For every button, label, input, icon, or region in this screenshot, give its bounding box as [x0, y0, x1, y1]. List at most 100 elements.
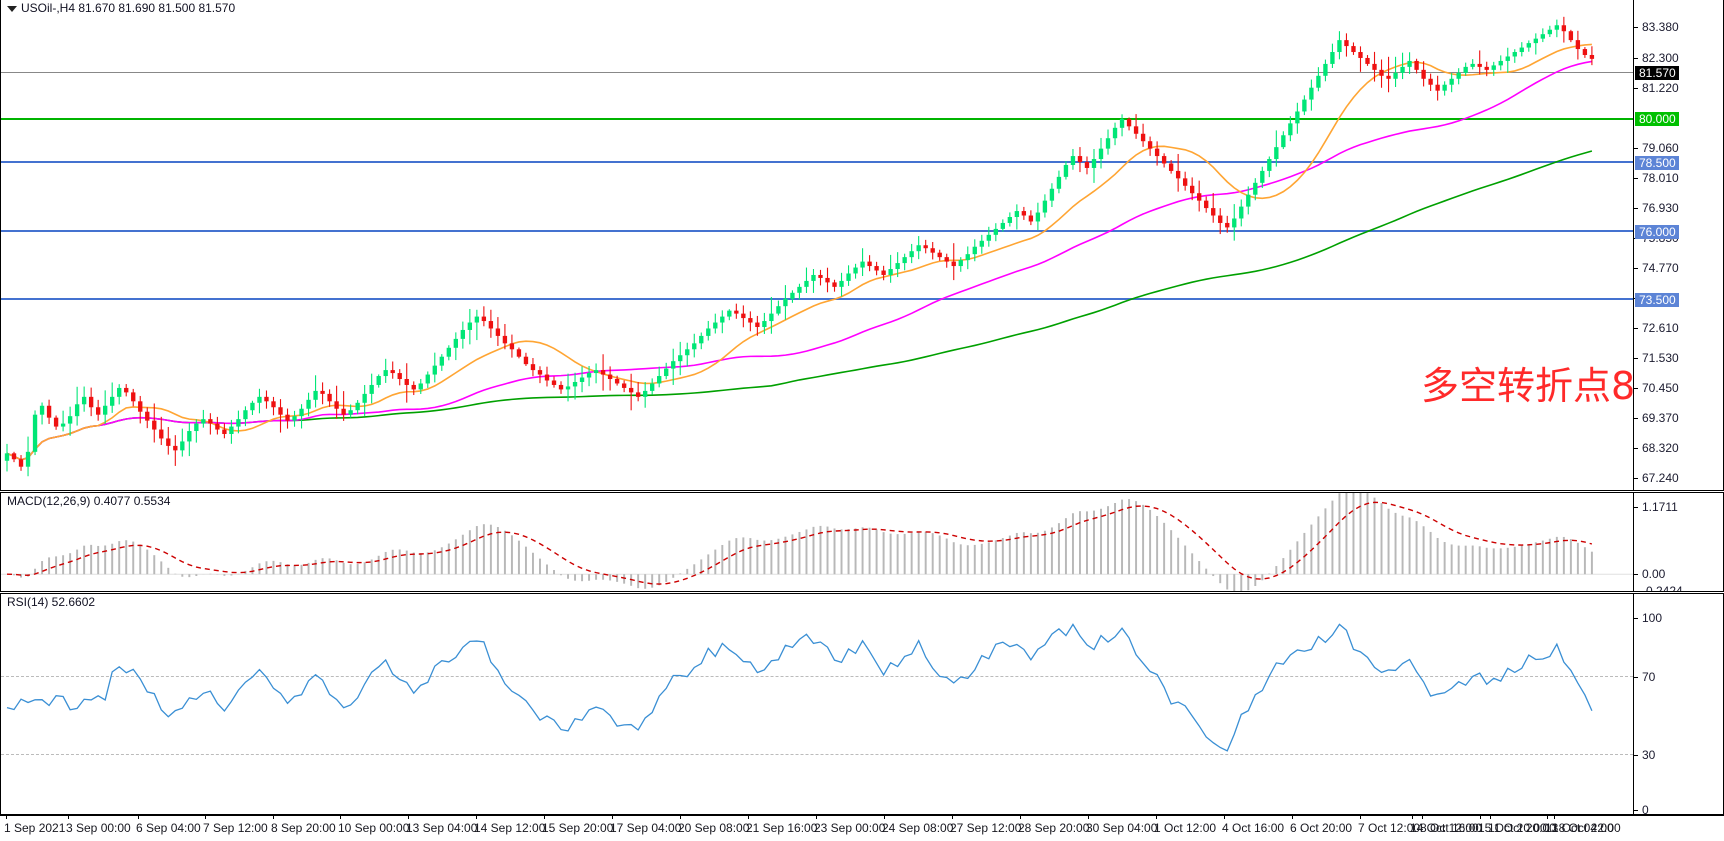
time-axis-label: 15 Sep 20:00 [542, 821, 614, 835]
price-axis-tick [1634, 328, 1638, 329]
time-axis-tick [1088, 815, 1089, 819]
rsi-level-30 [1, 754, 1633, 755]
time-axis-tick [68, 815, 69, 819]
caret-down-icon[interactable] [7, 5, 17, 12]
time-axis-label: 14 Sep 12:00 [474, 821, 546, 835]
rsi-axis-tick [1634, 677, 1638, 678]
time-axis-tick [138, 815, 139, 819]
time-axis-label: 8 Oct 16:00 [1420, 821, 1483, 835]
rsi-pane[interactable]: RSI(14) 52.6602 100 70 30 0 [0, 593, 1724, 815]
time-axis-label: 20 Sep 08:00 [678, 821, 750, 835]
rsi-level-70 [1, 676, 1633, 677]
level-line-78-5 [1, 161, 1633, 163]
macd-axis-label: -0.2424 [1642, 584, 1683, 592]
time-axis-label: 28 Sep 20:00 [1018, 821, 1090, 835]
time-axis-tick [1412, 815, 1413, 819]
macd-header: MACD(12,26,9) 0.4077 0.5534 [7, 494, 171, 508]
time-axis-tick [476, 815, 477, 819]
symbol-header-text: USOil-,H4 81.670 81.690 81.500 81.570 [21, 1, 236, 15]
macd-axis-tick [1634, 574, 1638, 575]
time-axis-label: 8 Sep 20:00 [271, 821, 336, 835]
price-axis-tick [1634, 448, 1638, 449]
macd-series-canvas [1, 493, 1633, 591]
macd-plot-area[interactable] [1, 493, 1633, 591]
time-axis-tick [1156, 815, 1157, 819]
rsi-axis-label: 0 [1642, 803, 1649, 815]
time-axis-tick [408, 815, 409, 819]
price-axis-tick [1634, 148, 1638, 149]
rsi-series-canvas [6, 623, 1593, 752]
rsi-axis[interactable]: 100 70 30 0 [1633, 594, 1723, 814]
time-axis-label: 6 Sep 04:00 [136, 821, 201, 835]
macd-axis-label: 1.1711 [1642, 500, 1678, 514]
time-axis-label: 21 Sep 16:00 [746, 821, 818, 835]
time-axis-tick [205, 815, 206, 819]
price-axis-tick [1634, 478, 1638, 479]
rsi-axis-tick [1634, 755, 1638, 756]
time-axis-label: 15 Oct 20:00 [1478, 821, 1547, 835]
time-axis-label: 11 Oct 20:00 [1488, 821, 1556, 835]
rsi-header: RSI(14) 52.6602 [7, 595, 96, 609]
macd-pane[interactable]: MACD(12,26,9) 0.4077 0.5534 1.1711 0.00 -0… [0, 492, 1724, 592]
price-plot-area[interactable]: 多空转折点80 [1, 0, 1633, 490]
time-axis-tick [748, 815, 749, 819]
time-axis-label: 18 Oct 22:00 [1552, 821, 1621, 835]
current-price-line [1, 72, 1633, 73]
rsi-plot-area[interactable] [1, 594, 1633, 814]
time-axis-tick [680, 815, 681, 819]
level-tag-78-5: 78.500 [1635, 156, 1679, 170]
time-axis-label: 13 Oct 04:00 [1545, 821, 1614, 835]
rsi-axis-tick [1634, 810, 1638, 811]
price-axis-label: 83.380 [1642, 20, 1679, 34]
time-axis[interactable]: 1 Sep 2021 3 Sep 00:00 6 Sep 04:00 7 Sep 12… [0, 815, 1724, 841]
price-axis-label: 71.530 [1642, 351, 1679, 365]
price-axis-label: 81.220 [1642, 81, 1679, 95]
price-axis-label: 74.770 [1642, 261, 1679, 275]
rsi-axis-tick [1634, 618, 1638, 619]
time-axis-tick [273, 815, 274, 819]
price-axis-tick [1634, 208, 1638, 209]
price-axis-label: 82.300 [1642, 51, 1679, 65]
symbol-header[interactable]: USOil-,H4 81.670 81.690 81.500 81.570 [7, 2, 235, 15]
time-axis-label: 27 Sep 12:00 [950, 821, 1022, 835]
price-chart-pane[interactable]: USOil-,H4 81.670 81.690 81.500 81.570 多空… [0, 0, 1724, 491]
price-axis-tick [1634, 27, 1638, 28]
level-tag-80: 80.000 [1635, 112, 1679, 126]
price-axis-tick [1634, 88, 1638, 89]
macd-axis[interactable]: 1.1711 0.00 -0.2424 [1633, 493, 1723, 591]
macd-axis-tick [1634, 591, 1638, 592]
time-axis-tick [1422, 815, 1423, 819]
time-axis-label: 4 Oct 16:00 [1222, 821, 1285, 835]
time-axis-tick [1554, 815, 1555, 819]
price-axis-label: 69.370 [1642, 411, 1679, 425]
time-axis-tick [1360, 815, 1361, 819]
time-axis-tick [6, 815, 7, 819]
time-axis-label: 7 Oct 12:00 [1358, 821, 1421, 835]
time-axis-tick [1480, 815, 1481, 819]
level-line-76 [1, 230, 1633, 232]
price-axis-label: 78.010 [1642, 171, 1679, 185]
price-axis-label: 67.240 [1642, 471, 1679, 485]
time-axis-tick [544, 815, 545, 819]
price-series-canvas [4, 16, 1595, 477]
rsi-axis-label: 70 [1642, 670, 1656, 684]
chart-annotation: 多空转折点80 [1421, 364, 1633, 408]
level-tag-73-5: 73.500 [1635, 293, 1679, 307]
macd-axis-tick [1634, 507, 1638, 508]
time-axis-label: 1 Oct 12:00 [1154, 821, 1217, 835]
price-axis[interactable]: 83.38082.30081.22079.06078.01076.93075.8… [1633, 0, 1723, 490]
time-axis-label: 30 Sep 04:00 [1086, 821, 1158, 835]
rsi-axis-label: 100 [1642, 611, 1663, 625]
price-axis-label: 70.450 [1642, 381, 1679, 395]
time-axis-tick [340, 815, 341, 819]
macd-axis-label: 0.00 [1642, 567, 1666, 581]
time-axis-label: 23 Sep 00:00 [814, 821, 886, 835]
price-axis-tick [1634, 418, 1638, 419]
time-axis-label: 10 Sep 00:00 [338, 821, 410, 835]
time-axis-tick [1547, 815, 1548, 819]
time-axis-label: 7 Sep 12:00 [203, 821, 268, 835]
price-axis-tick [1634, 358, 1638, 359]
level-line-73-5 [1, 298, 1633, 300]
level-line-80 [1, 118, 1633, 120]
